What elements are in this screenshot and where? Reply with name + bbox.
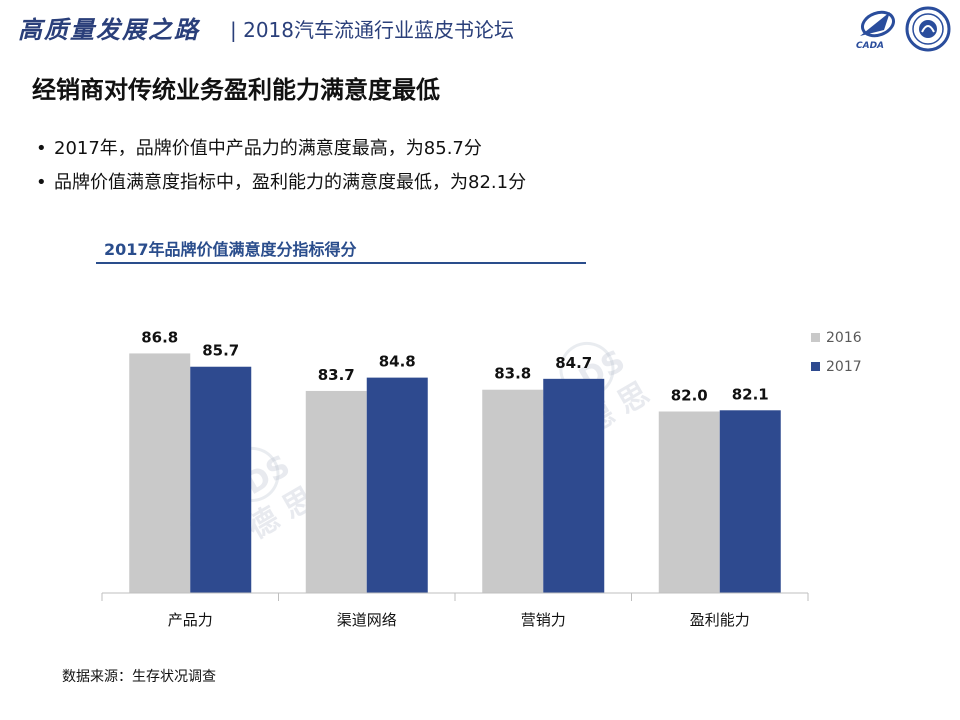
legend-swatch-2016 <box>811 333 820 342</box>
header-forum-title: | 2018汽车流通行业蓝皮书论坛 <box>230 18 514 42</box>
bullet-text: 2017年，品牌价值中产品力的满意度最高，为85.7分 <box>54 138 482 159</box>
bar-2016 <box>658 411 720 593</box>
x-axis: 产品力 渠道网络 营销力 盈利能力 <box>101 592 809 629</box>
data-source-note: 数据来源：生存状况调查 <box>62 669 216 685</box>
bar-2016 <box>305 390 367 593</box>
data-label: 86.8 <box>141 328 178 346</box>
data-label: 84.7 <box>555 354 592 372</box>
data-label: 84.8 <box>379 353 416 371</box>
x-tick-label: 盈利能力 <box>690 611 750 629</box>
bar-2017 <box>719 410 781 593</box>
legend-label: 2017 <box>826 359 862 375</box>
x-tick-label: 营销力 <box>521 611 566 629</box>
bar-2017 <box>190 366 252 593</box>
legend-swatch-2017 <box>811 362 820 371</box>
data-label: 83.7 <box>318 366 355 384</box>
bullet-dot: • <box>36 172 47 193</box>
header-slogan: 高质量发展之路 <box>18 15 200 44</box>
x-tick-label: 渠道网络 <box>337 611 397 629</box>
bullet-item: • 2017年，品牌价值中产品力的满意度最高，为85.7分 <box>36 134 482 160</box>
legend-label: 2016 <box>826 330 862 346</box>
bullet-item: • 品牌价值满意度指标中，盈利能力的满意度最低，为82.1分 <box>36 168 526 194</box>
seal-logo <box>905 6 951 52</box>
bars-group: 86.8 85.7 83.7 84.8 83.8 84.7 82.0 82.1 <box>129 328 781 593</box>
bar-2016 <box>482 389 544 593</box>
x-tick-label: 产品力 <box>168 611 213 629</box>
cada-logo-text: CADA <box>856 41 884 50</box>
bullet-text: 品牌价值满意度指标中，盈利能力的满意度最低，为82.1分 <box>54 172 527 193</box>
data-label: 83.8 <box>494 365 531 383</box>
data-label: 82.1 <box>732 385 769 403</box>
bar-2016 <box>129 353 191 593</box>
legend: 2016 2017 <box>811 330 862 375</box>
cada-logo: CADA <box>856 10 895 50</box>
data-label: 85.7 <box>202 342 239 360</box>
bar-2017 <box>543 378 605 593</box>
data-label: 82.0 <box>671 387 708 405</box>
chart-title: 2017年品牌价值满意度分指标得分 <box>104 240 357 259</box>
bar-2017 <box>366 377 428 593</box>
slide-title: 经销商对传统业务盈利能力满意度最低 <box>32 76 440 104</box>
chart-title-underline <box>96 262 586 264</box>
bullet-dot: • <box>36 138 47 159</box>
